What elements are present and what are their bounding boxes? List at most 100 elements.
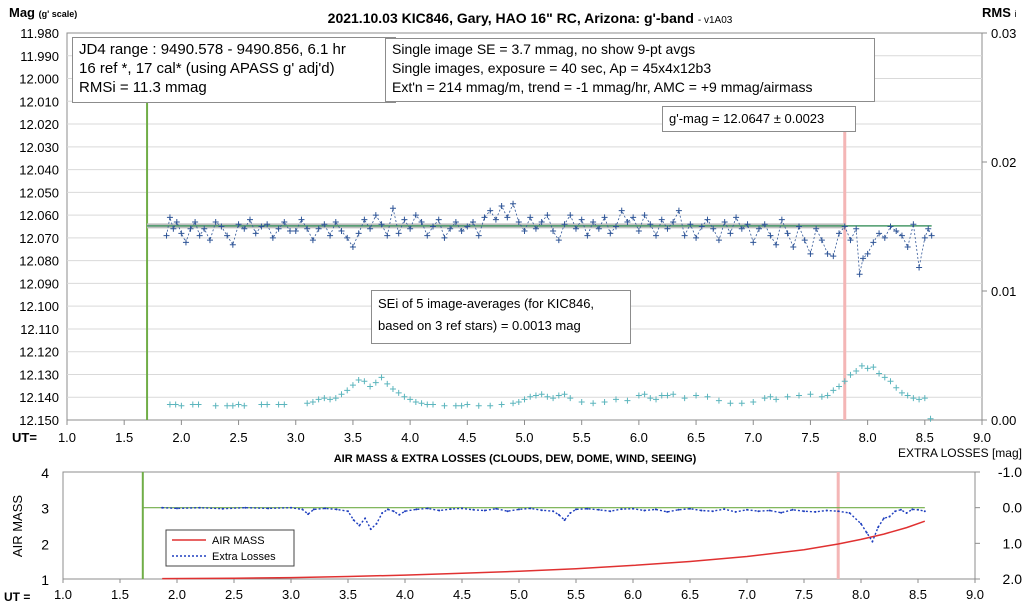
g-mag-point: [618, 207, 625, 214]
info-rmsi: RMSi = 11.3 mmag: [79, 79, 207, 96]
rms-point: [452, 402, 459, 409]
extra-losses-point: [426, 507, 429, 510]
rms-point: [384, 380, 391, 387]
airmass-x-tick-label: 4.0: [396, 587, 414, 602]
rms-point: [773, 396, 780, 403]
g-mag-point: [178, 230, 185, 237]
g-mag-point: [761, 221, 768, 228]
rms-point: [670, 391, 677, 398]
g-mag-point: [430, 223, 436, 230]
y-tick-label: 12.150: [19, 413, 59, 428]
airmass-axis-label: AIR MASS: [10, 495, 25, 557]
y2-axis-label: RMS i: [982, 5, 1017, 20]
extra-losses-point: [894, 510, 897, 513]
info-jd-range: JD4 range : 9490.578 - 9490.856, 6.1 hr: [79, 41, 346, 58]
x-tick-label: 8.0: [859, 430, 877, 445]
g-mag-point: [361, 216, 368, 223]
airmass-x-tick-label: 3.0: [282, 587, 300, 602]
extra-losses-point: [677, 508, 680, 511]
g-mag-point: [572, 225, 579, 232]
g-mag-point: [412, 212, 419, 219]
legend-box: [165, 529, 295, 567]
extra-losses-point: [301, 508, 304, 511]
extra-losses-point: [700, 509, 703, 512]
extra-losses-point: [877, 526, 880, 529]
rms-point: [258, 401, 265, 408]
g-mag-point: [887, 223, 894, 230]
g-mag-point: [675, 207, 682, 214]
x-tick-label: 3.5: [344, 430, 362, 445]
g-mag-point: [818, 237, 825, 244]
rms-point: [544, 393, 551, 400]
g-mag-point: [229, 241, 236, 248]
rms-point: [567, 395, 574, 402]
g-mag-point: [170, 225, 177, 232]
extra-losses-point: [911, 508, 914, 511]
rms-point: [395, 389, 402, 396]
g-mag-point: [235, 221, 242, 228]
g-mag-point: [538, 218, 545, 225]
g-mag-point: [595, 225, 602, 232]
rms-point: [349, 382, 356, 389]
rms-point: [212, 402, 219, 409]
airmass-x-tick-label: 8.5: [909, 587, 927, 602]
g-mag-point: [264, 221, 271, 228]
rms-point: [647, 395, 654, 402]
rms-point: [355, 377, 362, 384]
g-mag-point: [550, 228, 557, 235]
extra-losses-point: [865, 531, 868, 534]
rms-point: [304, 400, 311, 407]
airmass-chart: 1 2 3 4 -1.0 0.0 1.0 2.0 1.0 1.5 2.0 2.5 3.0 3.5 4.0…: [4, 446, 1022, 604]
g-mag-point: [681, 232, 688, 239]
g-mag-point: [401, 216, 408, 223]
g-mag-point: [715, 237, 722, 244]
rms-point: [601, 398, 608, 405]
x-tick-label: 7.5: [801, 430, 819, 445]
extra-losses-point: [643, 509, 646, 512]
g-mag-point: [424, 232, 431, 239]
extra-losses-point: [923, 510, 926, 513]
extra-losses-point: [557, 513, 560, 516]
rms-point: [372, 379, 379, 386]
airmass-y-tick-label: 1: [41, 572, 49, 588]
extra-losses-point: [358, 524, 361, 527]
airmass-x-tick-label: 5.0: [510, 587, 528, 602]
rms-point: [441, 402, 448, 409]
rms-point: [510, 400, 517, 407]
rms-point: [344, 387, 351, 394]
g-mag-point: [338, 228, 345, 235]
extra-losses-point: [552, 510, 555, 513]
extra-losses-point: [632, 507, 634, 510]
g-mag-point: [750, 239, 757, 246]
g-mag-point: [658, 216, 665, 223]
airmass-x-tick-label: 1.5: [111, 587, 129, 602]
extra-losses-point: [734, 510, 737, 513]
sei-box: SEi of 5 image-averages (for KIC846, bas…: [371, 290, 631, 344]
info-box-right: Single image SE = 3.7 mmag, no show 9-pt…: [385, 38, 875, 102]
rms-point: [527, 393, 534, 400]
g-mag-point: [693, 234, 700, 241]
g-mag-point: [418, 218, 425, 225]
y-tick-label: 12.020: [19, 117, 59, 132]
g-mag-point: [601, 214, 608, 221]
airmass-x-tick-label: 1.0: [54, 587, 72, 602]
extra-losses-point: [312, 508, 315, 511]
g-mag-point: [721, 218, 728, 225]
extra-losses-point: [620, 508, 623, 511]
g-mag-point: [801, 237, 808, 244]
y-tick-label: 12.040: [19, 163, 59, 178]
x-axis-label: UT=: [12, 430, 37, 445]
airmass-y-tick-label: 2: [41, 536, 49, 552]
rms-point: [876, 370, 883, 377]
extra-losses-point: [495, 507, 498, 510]
rms-point: [836, 383, 843, 390]
g-mag-point: [578, 216, 585, 223]
legend-extra-losses-label: Extra Losses: [212, 551, 276, 563]
g-mag-point: [441, 234, 448, 241]
rms-point: [309, 398, 316, 405]
rms-point: [178, 402, 185, 409]
g-mag-point: [755, 225, 762, 232]
g-mag-point: [784, 230, 791, 237]
airmass-x-axis-label: UT =: [4, 590, 30, 604]
rms-point: [235, 401, 242, 408]
